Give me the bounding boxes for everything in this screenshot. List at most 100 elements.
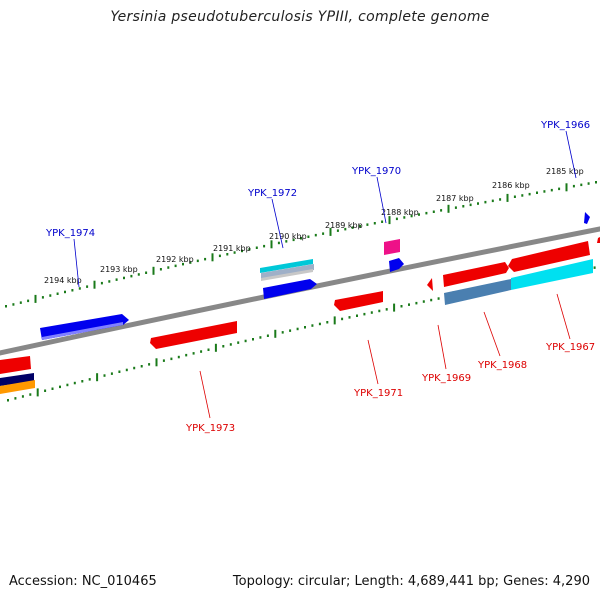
- gene-ypk-1969[interactable]: [427, 278, 433, 291]
- inner-ring-minor-tick: [378, 309, 381, 313]
- outer-ring-minor-tick: [145, 271, 148, 274]
- inner-ring-minor-tick: [14, 397, 17, 400]
- outer-ring-major-tick: [34, 294, 37, 303]
- label-ypk-1970[interactable]: YPK_1970: [351, 166, 401, 177]
- outer-ring-minor-tick: [595, 181, 597, 184]
- outer-ring-minor-tick: [56, 292, 59, 295]
- gene-ypk-1973[interactable]: [150, 321, 237, 349]
- outer-ring-minor-tick: [351, 226, 354, 229]
- inner-ring-minor-tick: [21, 395, 24, 398]
- inner-ring-minor-tick: [200, 350, 203, 353]
- gene-forward-red-1[interactable]: [443, 262, 509, 287]
- outer-ring-minor-tick: [513, 195, 516, 198]
- outer-ring-minor-tick: [108, 280, 111, 283]
- outer-ring-minor-tick: [255, 246, 258, 249]
- inner-ring-minor-tick: [170, 357, 173, 361]
- outer-ring-minor-tick: [477, 202, 479, 205]
- outer-ring-minor-tick: [5, 305, 7, 308]
- outer-ring-minor-tick: [159, 268, 162, 271]
- label-ypk-1969[interactable]: YPK_1969: [421, 373, 471, 384]
- outer-ring-minor-tick: [167, 266, 170, 269]
- gene-ypk-1968[interactable]: [444, 279, 511, 305]
- outer-ring-minor-tick: [277, 241, 280, 245]
- outer-ring-minor-tick: [484, 200, 487, 204]
- inner-ring-major-tick: [393, 303, 396, 312]
- inner-ring-minor-tick: [408, 303, 410, 306]
- connector-ypk-1971: [367, 339, 379, 385]
- outer-ring-major-tick: [329, 227, 332, 236]
- inner-ring-minor-tick: [88, 378, 91, 381]
- gene-forward-red-3[interactable]: [597, 236, 600, 243]
- gene-ypk-1970[interactable]: [384, 239, 404, 272]
- scale-label-2185: 2185 kbp: [546, 167, 584, 176]
- outer-ring-minor-tick: [587, 182, 590, 185]
- outer-ring-minor-tick: [528, 192, 531, 196]
- label-ypk-1971[interactable]: YPK_1971: [353, 388, 403, 399]
- label-ypk-1972[interactable]: YPK_1972: [247, 188, 297, 199]
- inner-ring-minor-tick: [430, 298, 433, 302]
- label-ypk-1973[interactable]: YPK_1973: [185, 423, 235, 434]
- inner-ring-minor-tick: [177, 355, 180, 359]
- outer-ring-minor-tick: [359, 224, 361, 228]
- outer-ring-minor-tick: [521, 194, 524, 197]
- inner-ring-minor-tick: [59, 385, 61, 389]
- label-ypk-1967[interactable]: YPK_1967: [545, 342, 595, 353]
- inner-ring-minor-tick: [229, 343, 232, 346]
- scale-label-2187: 2187 kbp: [436, 194, 474, 203]
- inner-ring-minor-tick: [244, 339, 247, 343]
- outer-ring-minor-tick: [373, 222, 376, 225]
- inner-ring-minor-tick: [207, 348, 210, 351]
- outer-ring-minor-tick: [536, 191, 538, 194]
- gene-forward-red-2[interactable]: [508, 241, 590, 272]
- label-ypk-1966[interactable]: YPK_1966: [540, 120, 590, 131]
- inner-ring-minor-tick: [326, 321, 329, 324]
- outer-ring-minor-tick: [558, 187, 561, 191]
- outer-ring-minor-tick: [12, 303, 15, 306]
- label-ypk-1968[interactable]: YPK_1968: [477, 360, 527, 371]
- scale-label-2189: 2189 kbp: [325, 221, 363, 230]
- connector-ypk-1973: [199, 370, 211, 419]
- outer-ring-minor-tick: [344, 227, 347, 231]
- outer-ring-minor-tick: [366, 223, 369, 226]
- outer-ring-major-tick: [388, 216, 391, 225]
- inner-ring-minor-tick: [140, 365, 143, 368]
- inner-ring-minor-tick: [73, 381, 76, 385]
- inner-ring-minor-tick: [259, 336, 262, 339]
- inner-ring-minor-tick: [296, 327, 299, 331]
- gene-ypk-1966[interactable]: [584, 212, 590, 224]
- outer-ring-minor-tick: [432, 210, 435, 213]
- outer-ring-minor-tick: [580, 183, 583, 187]
- outer-ring-minor-tick: [182, 262, 184, 266]
- inner-ring-minor-tick: [304, 326, 306, 329]
- outer-ring-minor-tick: [196, 259, 199, 263]
- gene-ypk-1967[interactable]: [511, 259, 593, 290]
- gene-ypk-1972[interactable]: [260, 259, 317, 299]
- outer-ring-minor-tick: [27, 299, 30, 303]
- connector-ypk-1967: [556, 293, 571, 340]
- label-ypk-1974[interactable]: YPK_1974: [45, 228, 95, 239]
- inner-ring-minor-tick: [185, 353, 188, 357]
- connector-ypk-1972: [271, 198, 284, 249]
- gene-left-red[interactable]: [0, 356, 31, 374]
- outer-ring-minor-tick: [49, 294, 52, 297]
- inner-ring-minor-tick: [51, 387, 54, 390]
- outer-ring-minor-tick: [123, 276, 125, 280]
- outer-ring-minor-tick: [543, 190, 546, 193]
- inner-ring-major-tick: [333, 316, 336, 325]
- inner-ring-minor-tick: [252, 338, 254, 341]
- inner-ring-minor-tick: [222, 345, 225, 348]
- connector-ypk-1968: [483, 311, 501, 357]
- map-title: Yersinia pseudotuberculosis YPIII, compl…: [110, 9, 490, 25]
- inner-ring-minor-tick: [29, 393, 32, 396]
- scale-label-2194: 2194 kbp: [44, 276, 82, 285]
- gene-ypk-1971[interactable]: [334, 291, 383, 311]
- inner-ring-minor-tick: [148, 363, 151, 366]
- outer-ring-minor-tick: [285, 240, 288, 243]
- gene-left-navy[interactable]: [0, 373, 34, 386]
- gene-ypk-1974[interactable]: [40, 314, 129, 340]
- outer-ring-minor-tick: [233, 251, 236, 254]
- scale-label-2193: 2193 kbp: [100, 265, 138, 274]
- gene-left-orange[interactable]: [0, 380, 35, 394]
- outer-ring-minor-tick: [292, 238, 295, 242]
- connector-ypk-1969: [437, 324, 447, 370]
